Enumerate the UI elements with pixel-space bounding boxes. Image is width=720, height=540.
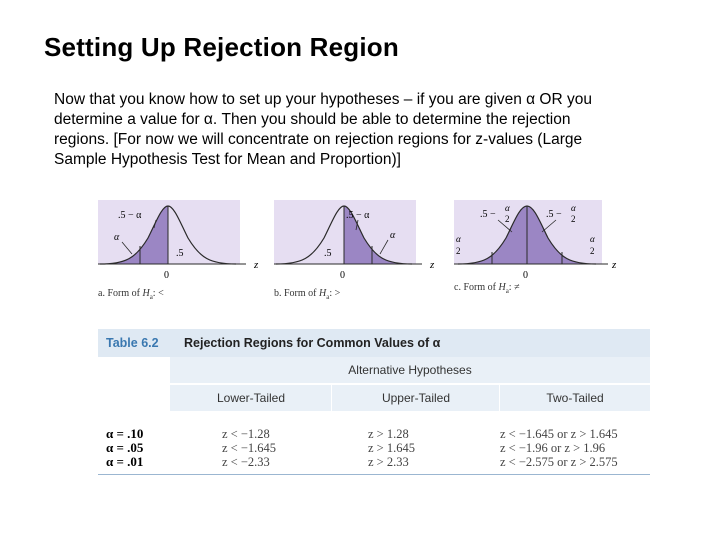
table-bottom-rule (98, 474, 650, 475)
right-frac-den: 2 (571, 214, 576, 224)
slide-title: Setting Up Rejection Region (44, 32, 399, 62)
lower-tailed-distribution-graphic: .5 − α α .5 0 z (98, 200, 259, 281)
right-tail-frac-num: α (590, 234, 595, 244)
rejection-and-center-shading (100, 206, 168, 264)
center-area-label: .5 − α (346, 210, 370, 221)
paragraph-line: determine a value for α. Then you should… (54, 111, 571, 128)
two-tailed-column: z < −1.645 or z > 1.645 z < −1.96 or z >… (500, 427, 618, 469)
left-tail-frac-den: 2 (456, 246, 461, 256)
column-divider (499, 385, 500, 411)
caption-lower-tailed: a. Form of Ha: < (98, 288, 164, 301)
rejection-region-table: Table 6.2 Rejection Regions for Common V… (98, 329, 650, 475)
figure-background (98, 200, 240, 264)
column-header-upper: Upper-Tailed (381, 391, 451, 405)
left-tail-frac-num: α (456, 234, 461, 244)
column-header-lower: Lower-Tailed (216, 391, 286, 405)
upper-tailed-cell: z > 1.645 (368, 441, 415, 455)
alpha-label: α (114, 232, 120, 243)
lower-tailed-column: z < −1.28 z < −1.645 z < −2.33 (222, 427, 276, 469)
column-divider (331, 385, 332, 411)
alpha-label: α (390, 230, 396, 241)
alpha-value: α = .10 (106, 426, 144, 441)
upper-tailed-cell: z > 2.33 (368, 455, 409, 469)
figure-upper-tailed: .5 − α α .5 0 z (272, 198, 442, 288)
left-center-area-label: .5 − (480, 209, 496, 220)
two-tailed-cell: z < −1.96 or z > 1.96 (500, 441, 606, 455)
paragraph-line: Now that you know how to set up your hyp… (54, 91, 592, 108)
lower-tailed-cell: z < −1.645 (222, 441, 277, 455)
figure-lower-tailed: .5 − α α .5 0 z (96, 198, 266, 288)
upper-tailed-column: z > 1.28 z > 1.645 z > 2.33 (368, 427, 415, 469)
alpha-value: α = .05 (106, 440, 144, 455)
table-title: Rejection Regions for Common Values of α (184, 336, 441, 350)
zero-tick-label: 0 (164, 270, 169, 281)
intro-paragraph: Now that you know how to set up your hyp… (54, 90, 674, 170)
group-header-band (170, 357, 650, 383)
paragraph-line: regions. [For now we will concentrate on… (54, 131, 583, 148)
figure-two-tailed: .5 − α 2 .5 − α 2 α 2 α 2 0 z (452, 198, 628, 288)
column-header-band (170, 385, 650, 411)
left-frac-num: α (505, 203, 510, 213)
z-axis-label: z (253, 259, 259, 271)
table-number: Table 6.2 (106, 336, 159, 350)
two-tailed-distribution-graphic: .5 − α 2 .5 − α 2 α 2 α 2 0 z (454, 200, 617, 281)
right-center-area-label: .5 − (546, 209, 562, 220)
caption-upper-tailed: b. Form of Ha: > (274, 288, 341, 301)
alpha-value: α = .01 (106, 454, 144, 469)
right-frac-num: α (571, 203, 576, 213)
group-header: Alternative Hypotheses (348, 363, 472, 377)
lower-tailed-cell: z < −1.28 (222, 427, 270, 441)
zero-tick-label: 0 (523, 270, 528, 281)
left-frac-den: 2 (505, 214, 510, 224)
table-header-band (98, 329, 650, 357)
lower-tailed-cell: z < −2.33 (222, 455, 270, 469)
caption-two-tailed: c. Form of Ha: ≠ (454, 282, 520, 295)
zero-tick-label: 0 (340, 270, 345, 281)
z-axis-label: z (429, 259, 435, 271)
two-tailed-cell: z < −1.645 or z > 1.645 (500, 427, 618, 441)
paragraph-line: Sample Hypothesis Test for Mean and Prop… (54, 151, 401, 168)
half-area-label: .5 (324, 248, 332, 259)
right-tail-frac-den: 2 (590, 246, 595, 256)
center-area-label: .5 − α (118, 210, 142, 221)
column-header-two: Two-Tailed (546, 391, 604, 405)
two-tailed-cell: z < −2.575 or z > 2.575 (500, 455, 618, 469)
upper-tailed-cell: z > 1.28 (368, 427, 409, 441)
upper-tailed-distribution-graphic: .5 − α α .5 0 z (274, 200, 435, 281)
rejection-and-center-shading (344, 206, 412, 264)
z-axis-label: z (611, 259, 617, 271)
alpha-column: α = .10 α = .05 α = .01 (106, 427, 143, 469)
half-area-label: .5 (176, 248, 184, 259)
